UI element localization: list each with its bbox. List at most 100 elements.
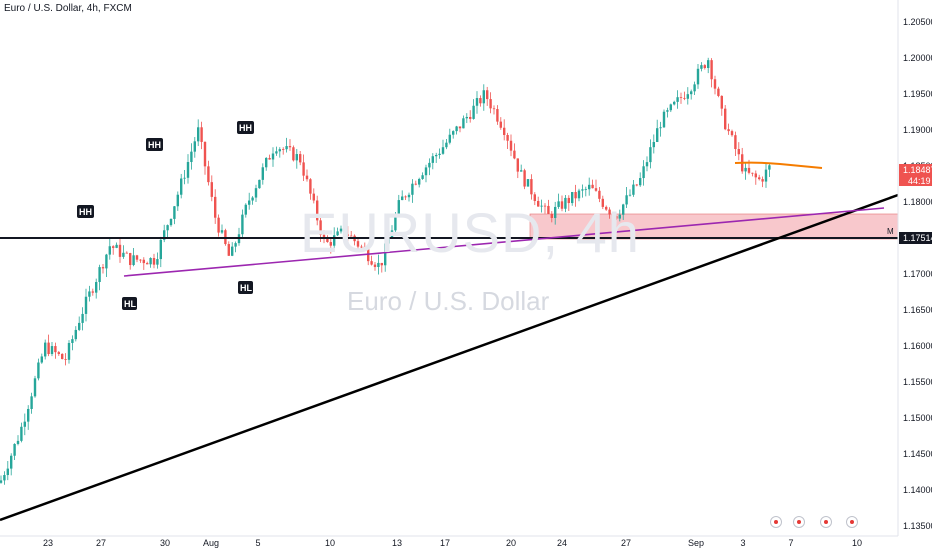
candle-bullish[interactable] [390,230,394,239]
candle-bullish[interactable] [577,190,581,199]
candle-bearish[interactable] [727,129,730,132]
candle-bearish[interactable] [118,244,122,257]
candle-bullish[interactable] [339,228,343,232]
candle-bullish[interactable] [588,184,591,190]
candle-bearish[interactable] [717,88,720,96]
candle-bearish[interactable] [550,213,553,218]
candle-bearish[interactable] [734,135,737,150]
candle-bullish[interactable] [584,189,587,191]
candle-bearish[interactable] [724,108,727,130]
candle-bullish[interactable] [78,322,81,330]
candle-bullish[interactable] [265,157,268,168]
candle-bullish[interactable] [336,231,339,236]
candle-bullish[interactable] [441,147,445,154]
candle-bullish[interactable] [183,177,186,179]
candle-bearish[interactable] [679,97,683,99]
candle-bearish[interactable] [152,257,156,265]
candle-bearish[interactable] [591,184,594,189]
candle-bearish[interactable] [135,255,139,260]
candle-bullish[interactable] [632,184,635,195]
candle-bullish[interactable] [20,426,23,441]
candle-bearish[interactable] [758,177,761,180]
candle-bullish[interactable] [669,104,672,111]
candle-bullish[interactable] [377,262,380,267]
candle-bearish[interactable] [288,146,292,148]
candle-bearish[interactable] [703,65,706,68]
candle-bullish[interactable] [445,142,448,148]
candle-bearish[interactable] [322,234,326,239]
candle-bullish[interactable] [50,346,54,355]
candle-bearish[interactable] [503,127,506,135]
candle-bullish[interactable] [159,239,162,260]
candle-bearish[interactable] [469,116,472,119]
candle-bullish[interactable] [122,252,125,257]
candle-bearish[interactable] [214,196,217,218]
candle-bearish[interactable] [305,175,309,180]
candle-bullish[interactable] [656,128,659,142]
candle-bullish[interactable] [333,235,336,246]
candle-bullish[interactable] [707,60,710,68]
candle-bearish[interactable] [489,99,492,109]
candle-bullish[interactable] [652,141,655,148]
candle-bullish[interactable] [30,396,33,409]
candle-bearish[interactable] [747,167,751,173]
candle-bullish[interactable] [662,111,666,128]
candle-bearish[interactable] [207,166,210,183]
candle-bullish[interactable] [465,116,468,119]
candle-bullish[interactable] [3,475,6,481]
candle-bullish[interactable] [105,254,108,269]
candle-bullish[interactable] [690,91,693,95]
candle-bullish[interactable] [387,238,390,244]
candle-bullish[interactable] [659,127,662,129]
candle-bearish[interactable] [543,205,547,207]
candle-bullish[interactable] [435,154,438,157]
candle-bullish[interactable] [40,356,43,363]
price-axis[interactable] [897,0,932,550]
candle-bullish[interactable] [421,175,424,179]
candle-bullish[interactable] [10,455,13,469]
candle-bearish[interactable] [513,150,516,159]
candle-bullish[interactable] [254,188,258,198]
candle-bullish[interactable] [186,162,190,178]
candle-bearish[interactable] [200,127,203,142]
trend-line[interactable] [0,193,899,522]
candle-bullish[interactable] [394,215,397,231]
candle-bearish[interactable] [360,246,363,248]
candle-bullish[interactable] [676,97,679,102]
candle-bearish[interactable] [203,141,207,167]
candle-bullish[interactable] [95,282,98,293]
candle-bullish[interactable] [193,141,196,152]
candle-bullish[interactable] [700,65,703,69]
candle-bullish[interactable] [271,153,275,160]
candle-bearish[interactable] [754,173,757,178]
candle-bullish[interactable] [295,154,298,161]
candle-bullish[interactable] [197,127,200,142]
candle-bearish[interactable] [112,246,115,248]
candle-bearish[interactable] [316,200,319,221]
candle-bullish[interactable] [173,206,176,219]
candle-bearish[interactable] [380,262,383,266]
candle-bullish[interactable] [149,257,152,265]
candle-bearish[interactable] [356,241,360,247]
candle-bullish[interactable] [251,197,254,201]
candle-bullish[interactable] [13,443,16,456]
candle-bearish[interactable] [57,352,60,354]
candle-bullish[interactable] [693,84,696,92]
candle-bearish[interactable] [506,134,509,141]
candle-bearish[interactable] [574,192,577,199]
candle-bearish[interactable] [530,179,533,195]
candle-bearish[interactable] [101,267,105,269]
candle-bearish[interactable] [492,108,496,110]
candle-bearish[interactable] [496,109,499,122]
candle-bullish[interactable] [261,167,264,180]
candle-bullish[interactable] [384,243,387,266]
candle-bullish[interactable] [98,267,101,283]
event-flag-icon[interactable] [770,516,782,528]
candle-bearish[interactable] [567,197,570,204]
candle-bullish[interactable] [744,167,747,172]
candle-bearish[interactable] [737,149,740,155]
candle-bullish[interactable] [764,169,768,182]
candle-bullish[interactable] [169,218,173,226]
candle-bullish[interactable] [397,200,400,216]
